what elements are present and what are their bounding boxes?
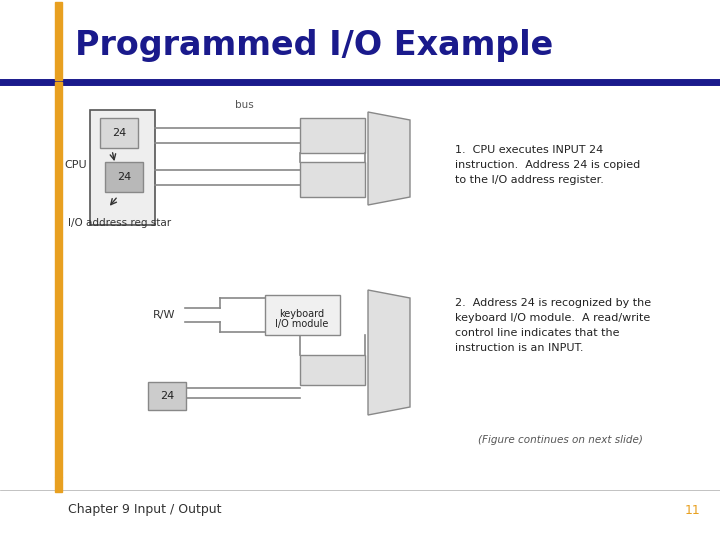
Bar bbox=[55, 2, 62, 80]
Text: CPU: CPU bbox=[64, 160, 87, 170]
Text: R/W: R/W bbox=[153, 310, 176, 320]
Text: instruction.  Address 24 is copied: instruction. Address 24 is copied bbox=[455, 160, 640, 170]
Bar bbox=[90, 110, 155, 225]
Bar bbox=[300, 118, 365, 153]
Bar bbox=[105, 162, 143, 192]
Text: control line indicates that the: control line indicates that the bbox=[455, 328, 619, 338]
Text: 11: 11 bbox=[684, 503, 700, 516]
Text: 24: 24 bbox=[160, 391, 174, 401]
Bar bbox=[148, 382, 186, 410]
Bar bbox=[55, 477, 62, 492]
Text: to the I/O address register.: to the I/O address register. bbox=[455, 175, 604, 185]
Text: keyboard: keyboard bbox=[279, 309, 325, 319]
Bar bbox=[300, 162, 365, 197]
Text: bus: bus bbox=[235, 100, 253, 110]
Text: (Figure continues on next slide): (Figure continues on next slide) bbox=[477, 435, 642, 445]
Text: 24: 24 bbox=[112, 128, 126, 138]
Bar bbox=[100, 118, 138, 148]
Text: instruction is an INPUT.: instruction is an INPUT. bbox=[455, 343, 583, 353]
Text: 2.  Address 24 is recognized by the: 2. Address 24 is recognized by the bbox=[455, 298, 651, 308]
Polygon shape bbox=[368, 112, 410, 205]
Text: I/O module: I/O module bbox=[275, 319, 329, 329]
Polygon shape bbox=[368, 290, 410, 415]
Text: Programmed I/O Example: Programmed I/O Example bbox=[75, 29, 553, 62]
Text: 24: 24 bbox=[117, 172, 131, 182]
Bar bbox=[265, 295, 340, 335]
Text: I/O address reg star: I/O address reg star bbox=[68, 218, 171, 228]
Bar bbox=[300, 355, 365, 385]
Text: Chapter 9 Input / Output: Chapter 9 Input / Output bbox=[68, 503, 222, 516]
Text: keyboard I/O module.  A read/write: keyboard I/O module. A read/write bbox=[455, 313, 650, 323]
Bar bbox=[55, 82, 62, 477]
Text: 1.  CPU executes INPUT 24: 1. CPU executes INPUT 24 bbox=[455, 145, 603, 155]
